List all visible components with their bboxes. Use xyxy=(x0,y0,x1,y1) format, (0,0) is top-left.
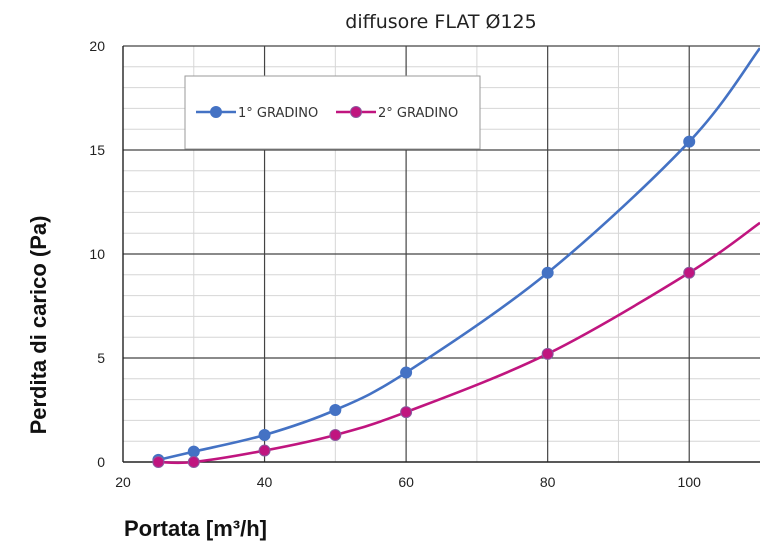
legend-marker xyxy=(210,106,222,118)
data-point xyxy=(683,135,696,148)
x-tick-label: 20 xyxy=(115,474,131,490)
y-tick-label: 0 xyxy=(97,454,105,470)
legend: 1° GRADINO 2° GRADINO xyxy=(184,75,481,150)
y-tick-label: 20 xyxy=(89,38,105,54)
data-point xyxy=(329,428,342,441)
data-point xyxy=(258,428,271,441)
y-tick-label: 10 xyxy=(89,246,105,262)
data-point xyxy=(541,266,554,279)
data-point xyxy=(187,445,200,458)
x-tick-label: 80 xyxy=(540,474,556,490)
legend-marker xyxy=(350,106,362,118)
y-axis-label: Perdita di carico (Pa) xyxy=(26,216,51,435)
data-point xyxy=(400,366,413,379)
series xyxy=(152,47,760,468)
data-point xyxy=(329,404,342,416)
x-tick-label: 100 xyxy=(678,474,702,490)
series-2 xyxy=(152,221,760,468)
data-point xyxy=(683,266,696,279)
x-tick-label: 40 xyxy=(257,474,273,490)
data-point xyxy=(187,456,200,468)
legend-label: 1° GRADINO xyxy=(238,106,318,121)
y-tick-label: 15 xyxy=(89,142,105,158)
x-axis-label: Portata [m³/h] xyxy=(124,516,267,541)
data-point xyxy=(400,406,413,419)
series-line xyxy=(158,221,760,465)
chart-title: diffusore FLAT Ø125 xyxy=(345,11,536,33)
data-point xyxy=(258,444,271,457)
y-tick-label: 5 xyxy=(97,350,105,366)
data-point xyxy=(152,456,165,468)
legend-label: 2° GRADINO xyxy=(378,106,458,121)
axes: 20 40 60 80 100 0 5 10 15 20 xyxy=(89,38,760,490)
data-point xyxy=(541,347,554,360)
x-tick-label: 60 xyxy=(398,474,414,490)
